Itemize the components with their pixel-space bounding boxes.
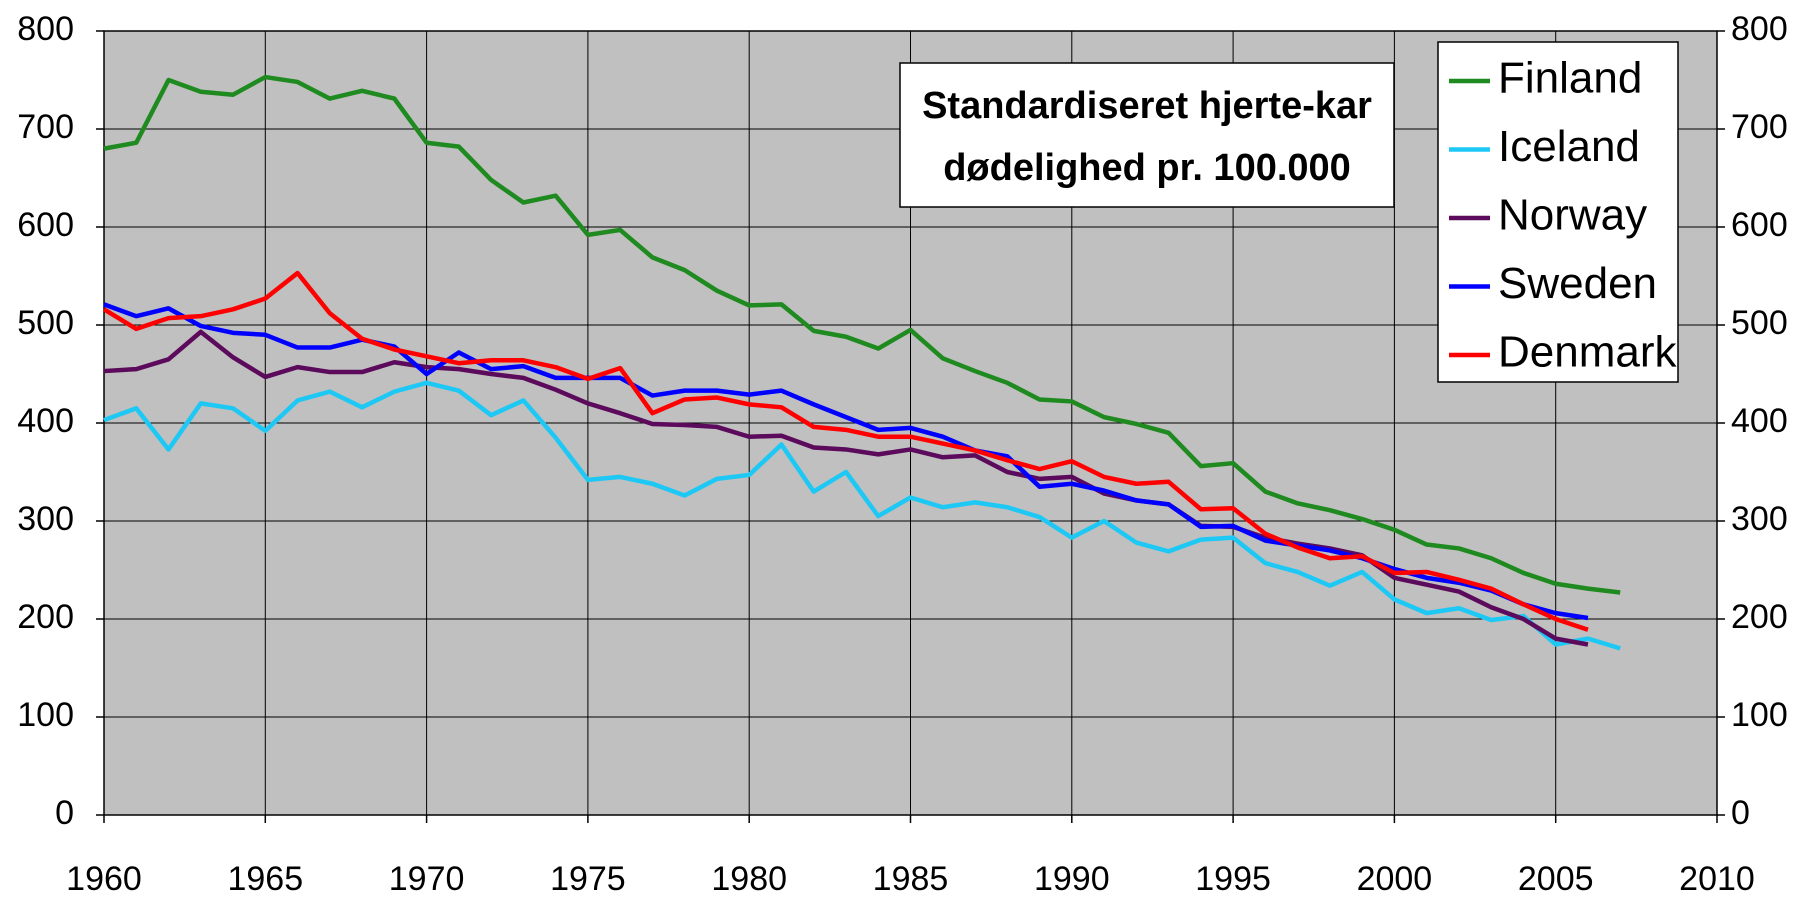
x-tick-label: 2000 bbox=[1357, 860, 1433, 898]
series-line bbox=[103, 74, 1621, 595]
y-tick-label: 500 bbox=[17, 304, 74, 342]
y2-tick-label: 200 bbox=[1731, 598, 1788, 636]
x-tick-label: 2010 bbox=[1679, 860, 1755, 898]
x-tick-label: 1975 bbox=[550, 860, 626, 898]
y2-tick-label: 100 bbox=[1731, 696, 1788, 734]
x-tick-label: 1995 bbox=[1195, 860, 1271, 898]
legend-label: Finland bbox=[1498, 54, 1642, 103]
y2-tick-label: 600 bbox=[1731, 206, 1788, 244]
x-tick-label: 2005 bbox=[1518, 860, 1594, 898]
y-tick-label: 0 bbox=[55, 794, 74, 832]
y-tick-label: 400 bbox=[17, 402, 74, 440]
chart-title: Standardiseret hjerte-kar bbox=[922, 85, 1372, 127]
series-line bbox=[102, 270, 1589, 632]
y2-tick-label: 800 bbox=[1731, 10, 1788, 48]
legend-label: Iceland bbox=[1498, 122, 1640, 171]
x-tick-label: 1970 bbox=[389, 860, 465, 898]
y-tick-label: 200 bbox=[17, 598, 74, 636]
chart-title: dødelighed pr. 100.000 bbox=[943, 147, 1351, 189]
y2-tick-label: 700 bbox=[1731, 108, 1788, 146]
plot-border bbox=[103, 30, 1718, 816]
series-line bbox=[103, 302, 1589, 621]
legend-box bbox=[1437, 41, 1679, 383]
legend-label: Denmark bbox=[1498, 328, 1677, 377]
y2-tick-label: 300 bbox=[1731, 500, 1788, 538]
x-tick-label: 1990 bbox=[1034, 860, 1110, 898]
y-tick-label: 800 bbox=[17, 10, 74, 48]
y-tick-label: 700 bbox=[17, 108, 74, 146]
x-tick-label: 1985 bbox=[873, 860, 949, 898]
series-line bbox=[103, 380, 1621, 651]
y2-tick-label: 500 bbox=[1731, 304, 1788, 342]
title-box bbox=[899, 62, 1395, 208]
y-tick-label: 300 bbox=[17, 500, 74, 538]
x-tick-label: 1980 bbox=[711, 860, 787, 898]
legend-label: Norway bbox=[1498, 191, 1647, 240]
y-tick-label: 600 bbox=[17, 206, 74, 244]
legend-label: Sweden bbox=[1498, 259, 1657, 308]
y2-tick-label: 400 bbox=[1731, 402, 1788, 440]
x-tick-label: 1960 bbox=[66, 860, 142, 898]
y2-tick-label: 0 bbox=[1731, 794, 1750, 832]
x-tick-label: 1965 bbox=[227, 860, 303, 898]
y-tick-label: 100 bbox=[17, 696, 74, 734]
